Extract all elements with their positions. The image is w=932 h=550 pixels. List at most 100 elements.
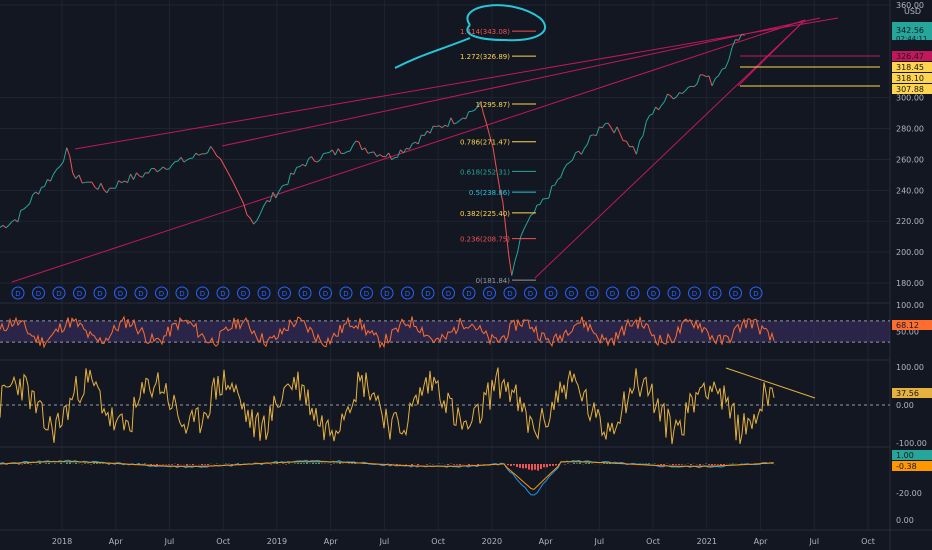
price-segment	[572, 152, 576, 161]
price-segment	[103, 189, 108, 194]
price-segment	[702, 74, 707, 78]
price-segment	[349, 144, 354, 152]
time-axis-label[interactable]: Oct	[431, 537, 445, 546]
price-segment	[180, 157, 185, 163]
price-segment	[379, 154, 383, 157]
price-segment	[533, 204, 538, 214]
time-axis-label[interactable]: 2018	[52, 537, 72, 546]
time-axis-label[interactable]: Oct	[646, 537, 660, 546]
price-segment	[153, 168, 158, 173]
time-axis-label[interactable]: Oct	[861, 537, 875, 546]
indicator-badge	[892, 461, 932, 471]
macd-histogram-bar	[660, 464, 662, 466]
macd-histogram-bar	[528, 464, 530, 470]
price-segment	[195, 152, 200, 156]
dividend-marker-icon	[339, 286, 353, 300]
price-segment	[139, 175, 143, 178]
macd-histogram-bar	[150, 464, 152, 466]
price-segment	[412, 141, 416, 145]
macd-histogram-bar	[333, 463, 335, 464]
price-segment	[741, 33, 745, 36]
rsi-axis-label: 100.00	[896, 301, 924, 310]
dividend-marker-label: D	[405, 290, 410, 298]
price-segment	[632, 146, 637, 155]
time-axis-label[interactable]: 2020	[482, 537, 502, 546]
dividend-marker-icon	[421, 286, 435, 300]
price-segment	[69, 156, 74, 173]
trend-lines[interactable]	[11, 17, 880, 283]
macd-histogram-bar	[312, 462, 314, 464]
macd-histogram-bar	[708, 464, 710, 465]
price-segment	[599, 126, 603, 129]
price-segment	[355, 140, 360, 143]
cci-axis-label: 100.00	[896, 363, 924, 372]
price-segment	[177, 156, 182, 162]
time-axis[interactable]: 2018 Apr Jul Oct 2019 Apr Jul Oct 2020 Apr Jul Oct 2…	[52, 537, 875, 546]
dividend-marker-icon	[319, 286, 332, 300]
macd-histogram-bar	[522, 464, 524, 469]
dividend-marker-label: D	[220, 290, 225, 298]
price-segment	[62, 147, 68, 162]
price-segment	[278, 186, 283, 192]
dividend-marker-label: D	[15, 290, 20, 298]
price-segment	[216, 155, 221, 159]
price-axis[interactable]: 360.00 300.00 280.00 260.00 240.00 220.00 200.…	[896, 1, 924, 288]
price-segment	[29, 194, 34, 204]
macd-histogram-bar	[714, 464, 716, 465]
price-segment	[323, 152, 327, 155]
time-axis-label[interactable]: Jul	[164, 537, 175, 546]
price-segment	[619, 133, 624, 141]
macd-histogram-bar	[45, 463, 47, 464]
dividend-marker-label: D	[753, 290, 758, 298]
price-segment	[11, 219, 16, 223]
price-segment	[302, 163, 306, 167]
macd-histogram-bar	[411, 464, 413, 466]
price-segment	[219, 158, 225, 165]
dividend-marker-icon	[483, 286, 496, 300]
fib-level-label: 0.618(252.31)	[460, 168, 510, 176]
price-segment	[115, 180, 120, 189]
price-segment	[658, 105, 662, 111]
time-axis-label[interactable]: 2021	[697, 537, 717, 546]
price-segment	[718, 69, 723, 76]
price-segment	[397, 149, 401, 158]
price-segment	[2, 224, 7, 229]
macd-histogram-bar	[513, 464, 515, 466]
indicator-badge-label: 1.00	[896, 451, 914, 460]
price-segment	[738, 34, 743, 41]
time-axis-label[interactable]: Apr	[324, 537, 339, 546]
indicator-badges: 68.12 37.56 1.00 -0.38	[892, 320, 932, 471]
macd-histogram-bar	[300, 463, 302, 464]
time-axis-label[interactable]: Apr	[754, 537, 769, 546]
price-segment	[551, 184, 555, 187]
dividend-marker-label: D	[364, 290, 369, 298]
price-segment	[590, 134, 594, 137]
dividend-marker-label: D	[692, 290, 697, 298]
price-segment	[731, 39, 736, 48]
price-segment	[133, 172, 137, 180]
time-axis-label[interactable]: Jul	[594, 537, 605, 546]
dividend-marker-icon	[708, 286, 722, 300]
time-axis-label[interactable]: Jul	[808, 537, 819, 546]
price-segment	[269, 192, 274, 202]
macd-histogram-bar	[507, 464, 509, 466]
dividend-marker-icon	[462, 286, 476, 300]
price-badge-label: 318.10	[896, 74, 924, 83]
price-segment	[91, 182, 96, 188]
time-axis-label[interactable]: 2019	[267, 537, 287, 546]
time-axis-label[interactable]: Apr	[539, 537, 554, 546]
time-axis-label[interactable]: Apr	[109, 537, 124, 546]
price-segment	[147, 168, 152, 174]
macd-histogram-bar	[354, 463, 356, 464]
price-segment	[38, 187, 42, 195]
fib-levels[interactable]: 1.414(343.08) 1.272(326.89) 1(295.87) 0.786…	[460, 28, 536, 285]
macd-histogram-bar	[603, 463, 605, 464]
dividend-marker-label: D	[343, 290, 348, 298]
price-segment	[171, 161, 176, 166]
time-axis-label[interactable]: Jul	[379, 537, 390, 546]
time-axis-label[interactable]: Oct	[216, 537, 230, 546]
price-segment	[281, 184, 286, 187]
macd-histogram-bar	[348, 463, 350, 464]
